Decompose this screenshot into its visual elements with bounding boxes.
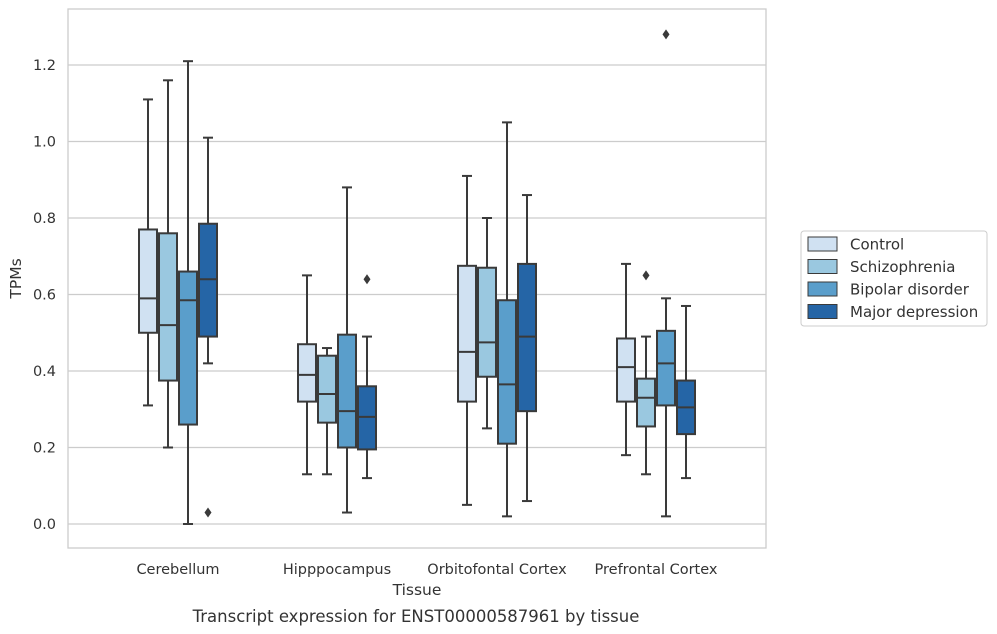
box bbox=[616, 262, 636, 457]
box bbox=[636, 270, 656, 476]
box bbox=[357, 274, 377, 480]
y-tick-label: 0.0 bbox=[33, 517, 56, 533]
box-rect bbox=[497, 299, 517, 445]
box-group bbox=[138, 60, 218, 525]
legend-item: Bipolar disorder bbox=[807, 281, 970, 299]
legend-item: Control bbox=[807, 236, 904, 254]
box bbox=[198, 136, 218, 518]
legend-frame bbox=[800, 230, 988, 327]
legend-swatch bbox=[807, 304, 838, 319]
legend-label: Schizophrenia bbox=[850, 258, 955, 276]
box bbox=[497, 121, 517, 518]
box bbox=[178, 60, 198, 525]
y-tick-label: 1.0 bbox=[33, 135, 56, 151]
box-rect bbox=[457, 264, 477, 403]
box bbox=[656, 29, 676, 518]
box bbox=[457, 174, 477, 506]
box bbox=[477, 217, 497, 430]
y-tick-label: 0.4 bbox=[33, 364, 56, 380]
plot-area-frame bbox=[67, 8, 767, 549]
box-rect bbox=[477, 266, 497, 378]
box bbox=[297, 274, 317, 476]
box-rect bbox=[158, 232, 178, 382]
box bbox=[317, 347, 337, 476]
x-tick-label: Orbitofontal Cortex bbox=[427, 562, 567, 578]
box-rect bbox=[178, 270, 198, 426]
legend-label: Major depression bbox=[850, 303, 978, 321]
outlier-point bbox=[642, 270, 650, 281]
legend-label: Bipolar disorder bbox=[850, 281, 970, 299]
box bbox=[517, 194, 537, 503]
box-rect bbox=[297, 343, 317, 403]
box-group bbox=[616, 29, 696, 518]
outlier-point bbox=[363, 274, 371, 285]
chart-caption: Transcript expression for ENST0000058796… bbox=[192, 607, 640, 626]
legend-label: Control bbox=[850, 236, 904, 254]
legend-swatch bbox=[807, 281, 838, 297]
legend-swatch bbox=[807, 259, 838, 274]
box-rect bbox=[656, 329, 676, 407]
box-rect bbox=[337, 333, 357, 449]
box bbox=[337, 186, 357, 514]
x-tick-label: Hipppocampus bbox=[283, 562, 391, 578]
y-tick-label: 0.8 bbox=[33, 211, 56, 227]
legend-item: Schizophrenia bbox=[807, 258, 955, 276]
legend-items: Control Schizophrenia Bipolar disorder Majo… bbox=[807, 236, 978, 321]
legend: Control Schizophrenia Bipolar disorder Majo… bbox=[800, 230, 988, 327]
x-axis-label: Tissue bbox=[392, 581, 442, 599]
legend-item: Major depression bbox=[807, 303, 978, 321]
outlier-point bbox=[204, 507, 212, 518]
box bbox=[676, 304, 696, 480]
y-tick-label: 0.6 bbox=[33, 288, 56, 304]
y-axis-label: TPMs bbox=[7, 258, 25, 299]
x-tick-label: Prefrontal Cortex bbox=[595, 562, 718, 578]
box bbox=[158, 79, 178, 449]
y-tick-label: 0.2 bbox=[33, 441, 56, 457]
outlier-point bbox=[662, 29, 670, 40]
tick-labels-layer: 0.0 0.2 0.4 0.6 0.8 1.0 1.2 Cerebellum Hipppocam… bbox=[33, 58, 718, 578]
box-rect bbox=[636, 377, 656, 428]
box bbox=[138, 98, 158, 407]
box-group bbox=[457, 121, 537, 518]
box-rect bbox=[138, 228, 158, 334]
box-group bbox=[297, 186, 377, 514]
legend-swatch bbox=[807, 236, 838, 252]
y-tick-label: 1.2 bbox=[33, 58, 56, 74]
box-rect bbox=[616, 337, 636, 403]
boxes-layer bbox=[138, 29, 696, 525]
box-rect bbox=[317, 354, 337, 424]
x-tick-label: Cerebellum bbox=[136, 562, 219, 578]
